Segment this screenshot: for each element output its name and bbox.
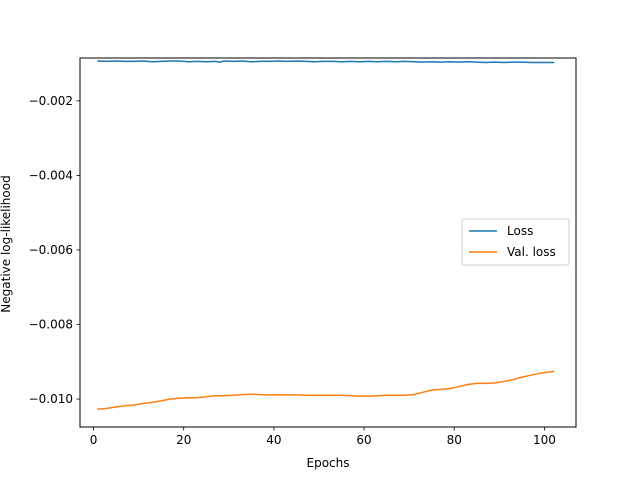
x-tick-label: 60	[356, 433, 371, 447]
y-tick-label: −0.006	[29, 243, 73, 257]
series-line-0	[97, 60, 555, 64]
legend-label-0: Loss	[507, 224, 533, 238]
x-axis-title: Epochs	[307, 456, 350, 470]
legend-label-1: Val. loss	[507, 245, 556, 259]
y-axis-title: Negative log-likelihood	[0, 175, 13, 312]
y-tick-label: −0.008	[29, 318, 73, 332]
x-tick-label: 100	[533, 433, 556, 447]
y-tick-label: −0.004	[29, 168, 73, 182]
plot-frame	[79, 57, 577, 428]
y-tick-label: −0.002	[29, 94, 73, 108]
x-tick-label: 40	[266, 433, 281, 447]
ticks-layer: 0 20 40 60 80 100 −0.002 −0.004 −0.006 −0.008 −0.0…	[29, 94, 556, 447]
x-tick-label: 0	[90, 433, 98, 447]
y-tick-label: −0.010	[29, 392, 73, 406]
x-tick-label: 80	[447, 433, 462, 447]
series-line-1	[97, 370, 555, 410]
x-axis-title-group: Epochs	[307, 456, 350, 470]
legend: Loss Val. loss	[461, 218, 570, 266]
series-layer	[97, 60, 555, 410]
x-tick-label: 20	[176, 433, 191, 447]
y-axis-title-group: Negative log-likelihood	[0, 175, 13, 312]
